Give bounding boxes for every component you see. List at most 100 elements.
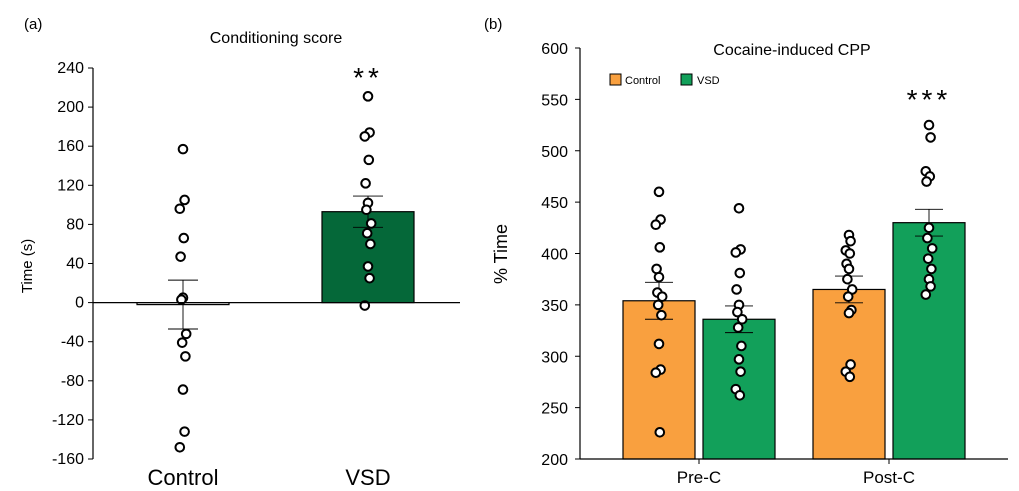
a-vsd-point [360, 178, 371, 189]
b-vsd-point [732, 322, 744, 333]
a-vsd-point [365, 238, 376, 250]
b-vsd-point [923, 222, 935, 234]
b-vsd-point [735, 366, 746, 377]
a-tick-label: 80 [66, 216, 84, 233]
b-vsd-point [925, 132, 936, 143]
a-control-point [177, 143, 189, 155]
panel-a-ylabel: Time (s) [19, 239, 36, 293]
b-vsd-point [732, 306, 743, 318]
panel-b-title: Cocaine-induced CPP [713, 42, 870, 59]
a-category-label: VSD [345, 465, 390, 490]
a-tick-label: -40 [61, 334, 84, 351]
a-tick-label: 200 [57, 99, 84, 116]
panel-a-points [174, 91, 377, 453]
b-vsd-point [736, 340, 747, 352]
a-control-point [176, 294, 187, 305]
b-vsd-point [733, 202, 745, 214]
b-control-point [843, 263, 855, 275]
b-vsd-point [731, 284, 742, 295]
a-vsd-point [362, 91, 374, 102]
a-control-point [179, 426, 190, 437]
legend-label-vsd: VSD [697, 75, 720, 87]
b-vsd-point [922, 232, 933, 244]
b-tick-label: 200 [541, 452, 568, 469]
b-vsd-point [925, 281, 936, 292]
panel-a-category-labels: Control VSD [148, 465, 391, 490]
a-tick-label: 120 [57, 177, 84, 194]
a-vsd-point [359, 300, 371, 311]
a-tick-label: 40 [66, 256, 84, 273]
b-control-point [653, 338, 665, 350]
panel-a-y-ticks: 240 200 160 120 80 40 0 -40 -80 -120 -160 [52, 60, 93, 468]
a-vsd-point [365, 218, 377, 229]
b-control-point [656, 309, 667, 321]
b-control-point [653, 186, 665, 198]
b-control-point [845, 235, 856, 247]
a-tick-label: -80 [61, 373, 84, 390]
legend-swatch-control [609, 73, 622, 86]
a-control-point [175, 251, 186, 262]
b-vsd-point [734, 267, 746, 279]
b-tick-label: 600 [541, 41, 568, 58]
b-tick-label: 500 [541, 144, 568, 161]
panel-b-legend: Control VSD [609, 73, 720, 87]
panel-a-title: Conditioning score [210, 30, 343, 47]
b-control-point [652, 299, 664, 311]
b-vsd-point [926, 243, 938, 254]
b-vsd-point [923, 119, 935, 131]
a-vsd-point [364, 272, 375, 284]
panel-b-category-labels: Pre-C Post-C [677, 459, 915, 487]
panel-b-y-ticks: 600 550 500 450 400 350 300 250 200 [541, 41, 580, 469]
b-control-point [656, 291, 668, 302]
a-vsd-point [361, 204, 372, 216]
panel-b-points [650, 119, 938, 438]
b-vsd-point [736, 313, 748, 325]
a-vsd-point [363, 154, 375, 166]
a-control-point [177, 384, 189, 395]
a-tick-label: 160 [57, 138, 84, 155]
a-tick-label: 0 [75, 295, 84, 312]
b-vsd-point [730, 247, 742, 258]
a-control-point [178, 232, 190, 244]
b-control-point [842, 291, 854, 302]
b-tick-label: 300 [541, 349, 568, 366]
b-category-label: Post-C [863, 468, 915, 487]
a-control-point [176, 337, 188, 348]
b-control-point [844, 248, 856, 259]
panel-b-axes [579, 48, 1008, 460]
b-vsd-point [920, 289, 932, 300]
b-tick-label: 350 [541, 298, 568, 315]
a-control-point [179, 194, 190, 206]
a-vsd-point [359, 131, 371, 142]
b-vsd-point [734, 389, 746, 401]
b-control-point [650, 367, 662, 378]
legend-label-control: Control [625, 75, 660, 87]
b-control-point [844, 371, 856, 383]
a-tick-label: 240 [57, 60, 84, 77]
b-vsd-point [921, 176, 932, 187]
b-tick-label: 550 [541, 92, 568, 109]
b-vsd-point [922, 253, 934, 264]
b-control-point [654, 242, 666, 253]
a-category-label: Control [148, 465, 219, 490]
b-control-point [842, 273, 853, 285]
b-category-label: Pre-C [677, 468, 721, 487]
panel-a-significance: ** [353, 62, 383, 93]
panel-b-ylabel: % Time [491, 224, 511, 284]
panel-b: (b) Cocaine-induced CPP % Time 600 550 500… [484, 16, 1008, 487]
panel-b-significance: *** [907, 84, 952, 115]
b-control-point [653, 271, 665, 283]
a-tick-label: -160 [52, 451, 84, 468]
panel-b-label: (b) [484, 16, 502, 33]
b-tick-label: 250 [541, 401, 568, 418]
panel-a-axes [92, 68, 460, 459]
a-vsd-point [361, 227, 373, 239]
b-vsd-point [926, 263, 937, 275]
a-control-point [180, 351, 191, 362]
b-significance-marker: *** [907, 84, 952, 115]
a-control-point [180, 328, 192, 340]
b-control-point [654, 426, 666, 438]
panel-b-bars [622, 222, 966, 460]
a-significance-marker: ** [353, 62, 383, 93]
